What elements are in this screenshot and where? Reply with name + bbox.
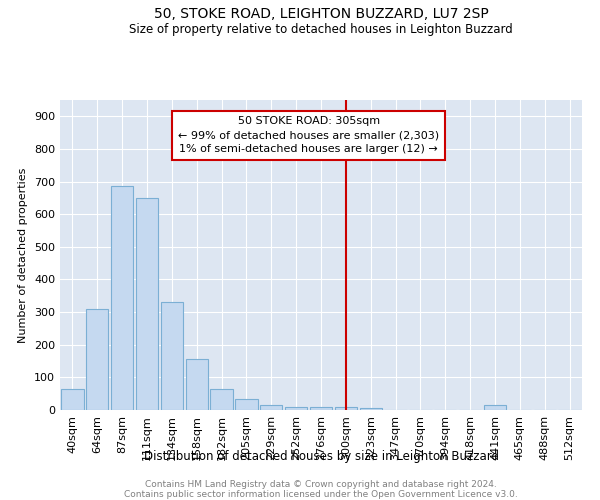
- Bar: [335, 406, 357, 410]
- Bar: [285, 406, 307, 410]
- Text: Distribution of detached houses by size in Leighton Buzzard: Distribution of detached houses by size …: [143, 450, 499, 463]
- Bar: [484, 405, 506, 410]
- Bar: [111, 186, 133, 410]
- Bar: [185, 360, 208, 410]
- Text: 50 STOKE ROAD: 305sqm
← 99% of detached houses are smaller (2,303)
1% of semi-de: 50 STOKE ROAD: 305sqm ← 99% of detached …: [178, 116, 439, 154]
- Bar: [260, 405, 283, 410]
- Bar: [161, 302, 183, 410]
- Y-axis label: Number of detached properties: Number of detached properties: [19, 168, 28, 342]
- Text: 50, STOKE ROAD, LEIGHTON BUZZARD, LU7 2SP: 50, STOKE ROAD, LEIGHTON BUZZARD, LU7 2S…: [154, 8, 488, 22]
- Text: Size of property relative to detached houses in Leighton Buzzard: Size of property relative to detached ho…: [129, 22, 513, 36]
- Bar: [235, 398, 257, 410]
- Text: Contains HM Land Registry data © Crown copyright and database right 2024.
Contai: Contains HM Land Registry data © Crown c…: [124, 480, 518, 500]
- Bar: [86, 309, 109, 410]
- Bar: [310, 406, 332, 410]
- Bar: [211, 389, 233, 410]
- Bar: [359, 408, 382, 410]
- Bar: [61, 389, 83, 410]
- Bar: [136, 198, 158, 410]
